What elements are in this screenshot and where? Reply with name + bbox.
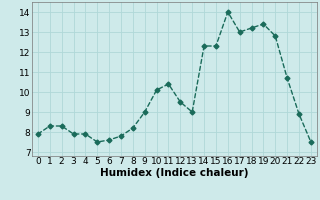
X-axis label: Humidex (Indice chaleur): Humidex (Indice chaleur) [100,168,249,178]
